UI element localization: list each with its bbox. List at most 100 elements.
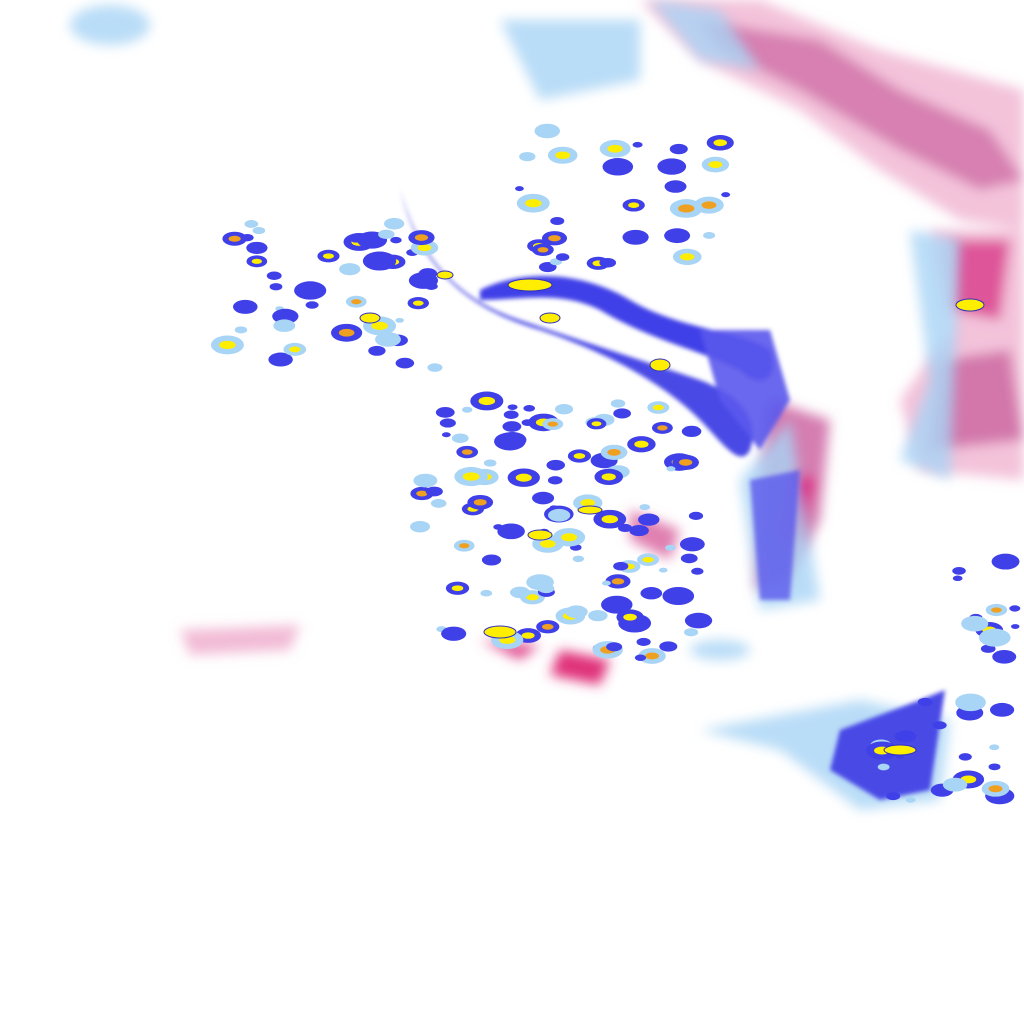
rain-cell [395, 357, 415, 369]
rain-cell [601, 595, 633, 614]
rain-cell [451, 433, 469, 444]
rain-cell [980, 644, 996, 653]
rain-cell [691, 567, 704, 575]
rain-cell [430, 498, 447, 508]
rain-cell [502, 421, 522, 432]
heavy-rain-core [577, 505, 603, 515]
rain-cell [439, 418, 456, 428]
rain-cell [932, 721, 947, 730]
rain-cell [246, 241, 268, 254]
heavy-rain-core [642, 556, 654, 563]
heavy-rain-core [416, 490, 428, 497]
heavy-rain-core [607, 144, 623, 153]
rain-cell [441, 626, 467, 641]
heavy-rain-core [601, 515, 619, 524]
rain-cell [636, 637, 651, 646]
rain-cell [961, 615, 989, 632]
heavy-rain-core [526, 594, 539, 601]
rain-cell [268, 352, 293, 367]
heavy-rain-core [539, 312, 561, 324]
rain-cell [549, 505, 559, 511]
rain-cell [555, 253, 570, 261]
rain-cell [721, 192, 731, 198]
rain-cell [240, 233, 254, 242]
heavy-rain-core [680, 253, 695, 261]
rain-cell [572, 555, 585, 563]
heavy-rain-core [473, 499, 487, 506]
rain-cell [233, 299, 258, 314]
rain-cell [515, 186, 524, 192]
rain-cell [622, 229, 649, 245]
heavy-rain-core [414, 234, 429, 241]
convective-cells [210, 123, 1021, 805]
heavy-rain-core [521, 632, 535, 639]
rain-cell [362, 251, 397, 271]
rain-cell [565, 605, 588, 619]
heavy-rain-core [548, 235, 561, 242]
rain-cell [266, 271, 282, 281]
rain-cell [425, 486, 443, 497]
heavy-rain-core [678, 459, 693, 466]
heavy-rain-core [547, 421, 558, 427]
heavy-rain-core [601, 473, 616, 481]
heavy-rain-core [708, 161, 723, 168]
heavy-rain-core [573, 453, 586, 459]
heavy-rain-core [462, 472, 480, 481]
rain-cell [989, 744, 1000, 751]
rain-cell [461, 406, 473, 413]
rain-cell [638, 513, 660, 526]
heavy-rain-core [607, 449, 621, 456]
rain-cell [602, 580, 611, 586]
rain-cell [681, 425, 702, 437]
rain-cell [538, 262, 557, 273]
heavy-rain-core [417, 244, 432, 252]
rain-cell [588, 610, 608, 622]
heavy-rain-core [701, 201, 717, 209]
rain-cell [547, 476, 563, 485]
rain-cell [339, 263, 361, 276]
rain-cell [659, 641, 678, 652]
heavy-rain-core [541, 623, 554, 630]
rain-cell [548, 508, 571, 522]
rain-cell [483, 459, 497, 467]
rain-cell [703, 232, 716, 239]
heavy-rain-core [459, 543, 470, 549]
rain-cell [413, 473, 438, 488]
rain-cell [375, 332, 401, 347]
rain-cell [942, 777, 968, 792]
heavy-rain-core [883, 744, 917, 756]
heavy-rain-core [645, 652, 659, 660]
heavy-rain-core [991, 607, 1002, 613]
rain-cell [503, 410, 519, 420]
rain-cell [480, 589, 493, 597]
heavy-rain-core [555, 151, 571, 159]
heavy-rain-core [678, 204, 695, 213]
rain-cell [978, 628, 1011, 647]
heavy-rain-core [623, 613, 637, 621]
heavy-rain-core [507, 278, 553, 292]
heavy-rain-core [580, 499, 596, 507]
rain-cell [534, 123, 561, 139]
heavy-rain-core [338, 328, 355, 337]
rain-cell [441, 432, 451, 438]
heavy-rain-core [628, 202, 640, 208]
rain-cell [894, 730, 917, 743]
heavy-rain-core [461, 449, 473, 455]
rain-cell [634, 654, 647, 661]
rain-cell [554, 403, 574, 415]
mixed-precip-region [180, 0, 1024, 685]
rain-cell [606, 642, 623, 652]
rain-cell [546, 459, 566, 471]
rain-cell [683, 628, 699, 637]
heavy-rain-core [634, 440, 649, 448]
rain-cell [523, 404, 536, 412]
heavy-rain-core [515, 473, 532, 482]
rain-cell [992, 649, 1017, 664]
rain-cell [519, 151, 536, 162]
rain-cell [617, 523, 633, 533]
rain-cell [395, 317, 404, 323]
heavy-rain-core [322, 253, 334, 259]
rain-cell [657, 158, 687, 175]
